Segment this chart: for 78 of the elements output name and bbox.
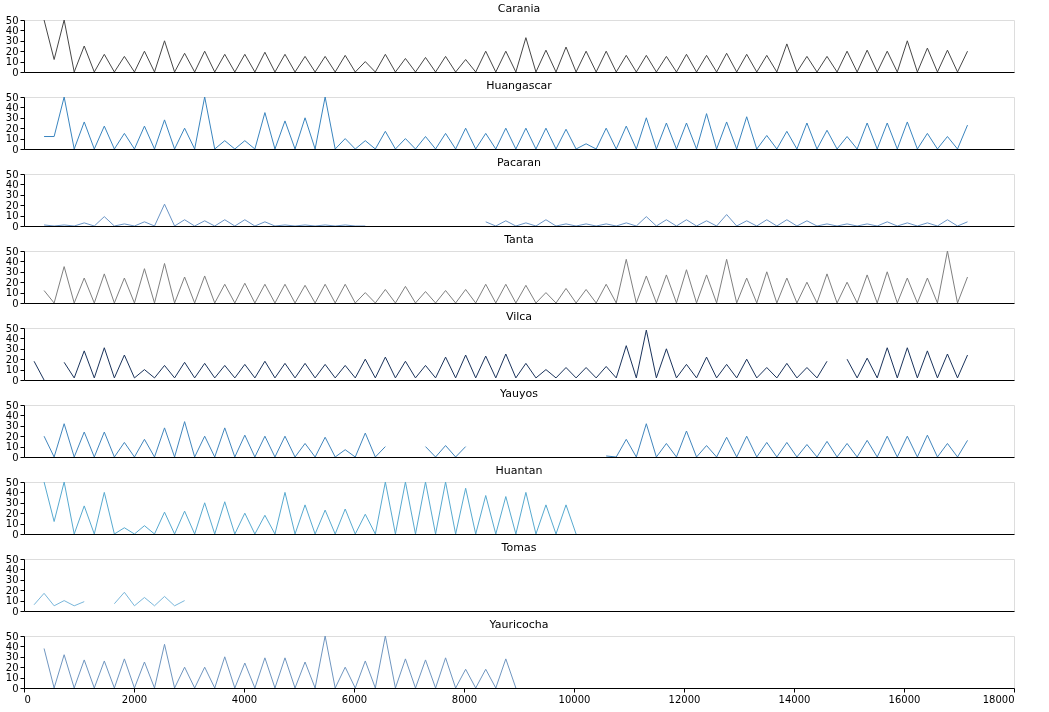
y-tick-label: 0 [12,682,19,694]
y-tick-label: 10 [5,672,19,684]
y-tick-label: 30 [5,651,19,663]
y-tick-label: 50 [5,630,19,642]
y-tick-label: 20 [5,430,19,442]
x-tick-label: 18000 [982,693,1015,705]
y-tick-label: 10 [5,56,19,68]
y-tick-label: 10 [5,287,19,299]
y-tick-label: 0 [12,220,19,232]
y-tick-label: 0 [12,66,19,78]
y-tick-label: 10 [5,210,19,222]
y-tick-label: 30 [5,343,19,355]
y-tick-label: 40 [5,24,19,36]
y-tick-label: 20 [5,45,19,57]
y-tick-label: 30 [5,112,19,124]
y-tick-label: 30 [5,266,19,278]
y-tick-label: 10 [5,595,19,607]
x-tick-label: 10000 [558,693,591,705]
chart-title: Tanta [503,233,534,246]
y-tick-label: 20 [5,276,19,288]
y-tick-label: 50 [5,168,19,180]
y-tick-label: 40 [5,563,19,575]
y-tick-label: 30 [5,497,19,509]
y-tick-label: 50 [5,553,19,565]
chart-title: Huantan [495,464,543,477]
line-series [43,482,577,534]
y-tick-label: 40 [5,640,19,652]
x-tick-label: 2000 [121,693,148,705]
y-tick-label: 10 [5,441,19,453]
y-tick-label: 30 [5,35,19,47]
chart-title: Tomas [500,541,537,554]
y-tick-label: 40 [5,255,19,267]
y-tick-label: 40 [5,486,19,498]
y-tick-label: 30 [5,420,19,432]
y-tick-label: 50 [5,476,19,488]
y-tick-label: 50 [5,14,19,26]
line-series [43,97,969,149]
y-tick-label: 20 [5,122,19,134]
line-series [43,251,969,303]
line-series [43,20,969,72]
x-tick-label: 14000 [778,693,811,705]
y-tick-label: 0 [12,374,19,386]
y-tick-label: 20 [5,199,19,211]
y-tick-label: 30 [5,574,19,586]
chart-title: Huangascar [486,79,553,92]
y-tick-label: 0 [12,297,19,309]
y-tick-label: 10 [5,518,19,530]
y-tick-label: 30 [5,189,19,201]
x-tick-label: 8000 [451,693,478,705]
y-tick-label: 0 [12,528,19,540]
y-tick-label: 20 [5,507,19,519]
x-tick-label: 12000 [668,693,701,705]
chart-title: Pacaran [497,156,541,169]
y-tick-label: 50 [5,399,19,411]
y-tick-label: 20 [5,584,19,596]
chart-title: Yauyos [499,387,539,400]
chart-title: Yauricocha [488,618,549,631]
y-tick-label: 20 [5,353,19,365]
y-tick-label: 50 [5,245,19,257]
y-tick-label: 40 [5,332,19,344]
line-series [43,636,517,688]
y-tick-label: 40 [5,101,19,113]
y-tick-label: 40 [5,178,19,190]
y-tick-label: 0 [12,451,19,463]
y-tick-label: 20 [5,661,19,673]
y-tick-label: 40 [5,409,19,421]
x-tick-label: 6000 [341,693,368,705]
y-tick-label: 50 [5,91,19,103]
y-tick-label: 10 [5,133,19,145]
x-tick-label: 16000 [888,693,921,705]
chart-title: Carania [497,2,541,15]
y-tick-label: 0 [12,143,19,155]
y-tick-label: 10 [5,364,19,376]
x-tick-label: 4000 [231,693,258,705]
x-tick-label: 0 [24,693,31,705]
y-tick-label: 0 [12,605,19,617]
y-tick-label: 50 [5,322,19,334]
chart-title: Vilca [505,310,533,323]
